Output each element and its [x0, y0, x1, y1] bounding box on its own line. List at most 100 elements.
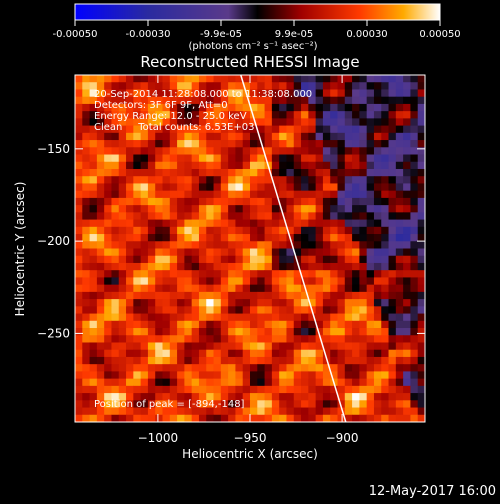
heatmap-cell: [257, 111, 265, 119]
heatmap-cell: [111, 414, 120, 422]
heatmap-cell: [264, 248, 273, 257]
heatmap-cell: [191, 89, 200, 98]
heatmap-cell: [206, 82, 214, 90]
heatmap-cell: [330, 342, 338, 351]
heatmap-cell: [308, 125, 317, 134]
heatmap-cell: [373, 147, 382, 155]
heatmap-cell: [169, 385, 178, 394]
heatmap-cell: [82, 212, 90, 220]
heatmap-cell: [352, 393, 360, 401]
heatmap-cell: [89, 118, 98, 127]
colorbar-tick-label: -9.9e-05: [200, 29, 242, 40]
heatmap-cell: [403, 342, 411, 351]
heatmap-cell: [213, 306, 222, 314]
heatmap-cell: [359, 140, 368, 148]
heatmap-cell: [337, 270, 346, 278]
heatmap-cell: [344, 82, 353, 90]
heatmap-cell: [279, 270, 287, 278]
heatmap-cell: [403, 111, 411, 119]
heatmap-cell: [322, 154, 331, 163]
heatmap-cell: [344, 183, 353, 192]
heatmap-cell: [155, 414, 163, 422]
heatmap-cell: [366, 147, 375, 155]
heatmap-cell: [330, 183, 338, 192]
heatmap-cell: [359, 147, 368, 155]
heatmap-cell: [104, 205, 112, 213]
heatmap-cell: [228, 284, 236, 293]
heatmap-cell: [250, 299, 258, 307]
heatmap-cell: [352, 96, 360, 105]
heatmap-cell: [140, 371, 149, 380]
heatmap-cell: [89, 291, 98, 300]
heatmap-cell: [264, 234, 273, 242]
heatmap-cell: [315, 183, 324, 192]
heatmap-cell: [381, 241, 389, 249]
heatmap-cell: [228, 328, 236, 336]
heatmap-cell: [162, 111, 171, 119]
heatmap-cell: [271, 226, 280, 235]
heatmap-cell: [133, 255, 142, 264]
heatmap-cell: [322, 96, 331, 105]
heatmap-cell: [330, 356, 338, 365]
heatmap-cell: [242, 328, 251, 336]
heatmap-cell: [82, 400, 90, 408]
heatmap-cell: [82, 328, 90, 336]
heatmap-cell: [388, 241, 397, 249]
heatmap-cell: [162, 313, 171, 322]
heatmap-cell: [330, 248, 338, 257]
heatmap-cell: [155, 400, 163, 408]
heatmap-cell: [147, 306, 156, 314]
heatmap-cell: [242, 364, 251, 372]
heatmap-cell: [344, 154, 353, 163]
heatmap-cell: [337, 183, 346, 192]
heatmap-cell: [118, 255, 127, 264]
heatmap-cell: [264, 176, 273, 184]
heatmap-cell: [337, 147, 346, 155]
heatmap-cell: [308, 118, 317, 127]
heatmap-cell: [403, 378, 411, 387]
heatmap-cell: [162, 400, 171, 408]
heatmap-cell: [162, 320, 171, 329]
heatmap-cell: [410, 414, 419, 422]
heatmap-cell: [220, 393, 229, 401]
heatmap-cell: [169, 161, 178, 170]
heatmap-cell: [301, 96, 309, 105]
heatmap-cell: [315, 291, 324, 300]
heatmap-cell: [381, 364, 389, 372]
heatmap-cell: [177, 291, 185, 300]
heatmap-cell: [271, 183, 280, 192]
heatmap-cell: [220, 103, 229, 112]
heatmap-cell: [213, 262, 222, 271]
heatmap-cell: [395, 356, 404, 365]
heatmap-cell: [322, 161, 331, 170]
heatmap-cell: [147, 400, 156, 408]
heatmap-cell: [89, 75, 98, 83]
heatmap-cell: [96, 407, 105, 416]
heatmap-cell: [169, 255, 178, 264]
heatmap-cell: [177, 140, 185, 148]
heatmap-cell: [344, 241, 353, 249]
heatmap-cell: [417, 118, 425, 127]
heatmap-cell: [133, 176, 142, 184]
heatmap-cell: [381, 313, 389, 322]
heatmap-cell: [89, 400, 98, 408]
heatmap-cell: [366, 161, 375, 170]
heatmap-cell: [373, 335, 382, 343]
heatmap-cell: [293, 111, 302, 119]
heatmap-cell: [250, 364, 258, 372]
heatmap-cell: [264, 96, 273, 105]
heatmap-cell: [198, 212, 207, 220]
heatmap-cell: [169, 118, 178, 127]
heatmap-cell: [220, 378, 229, 387]
heatmap-cell: [381, 190, 389, 199]
heatmap-cell: [279, 190, 287, 199]
heatmap-cell: [228, 393, 236, 401]
heatmap-cell: [228, 161, 236, 170]
heatmap-cell: [257, 190, 265, 199]
heatmap-cell: [352, 176, 360, 184]
heatmap-cell: [403, 393, 411, 401]
heatmap-cell: [206, 176, 214, 184]
heatmap-cell: [308, 255, 317, 264]
heatmap-cell: [257, 183, 265, 192]
heatmap-cell: [235, 291, 244, 300]
